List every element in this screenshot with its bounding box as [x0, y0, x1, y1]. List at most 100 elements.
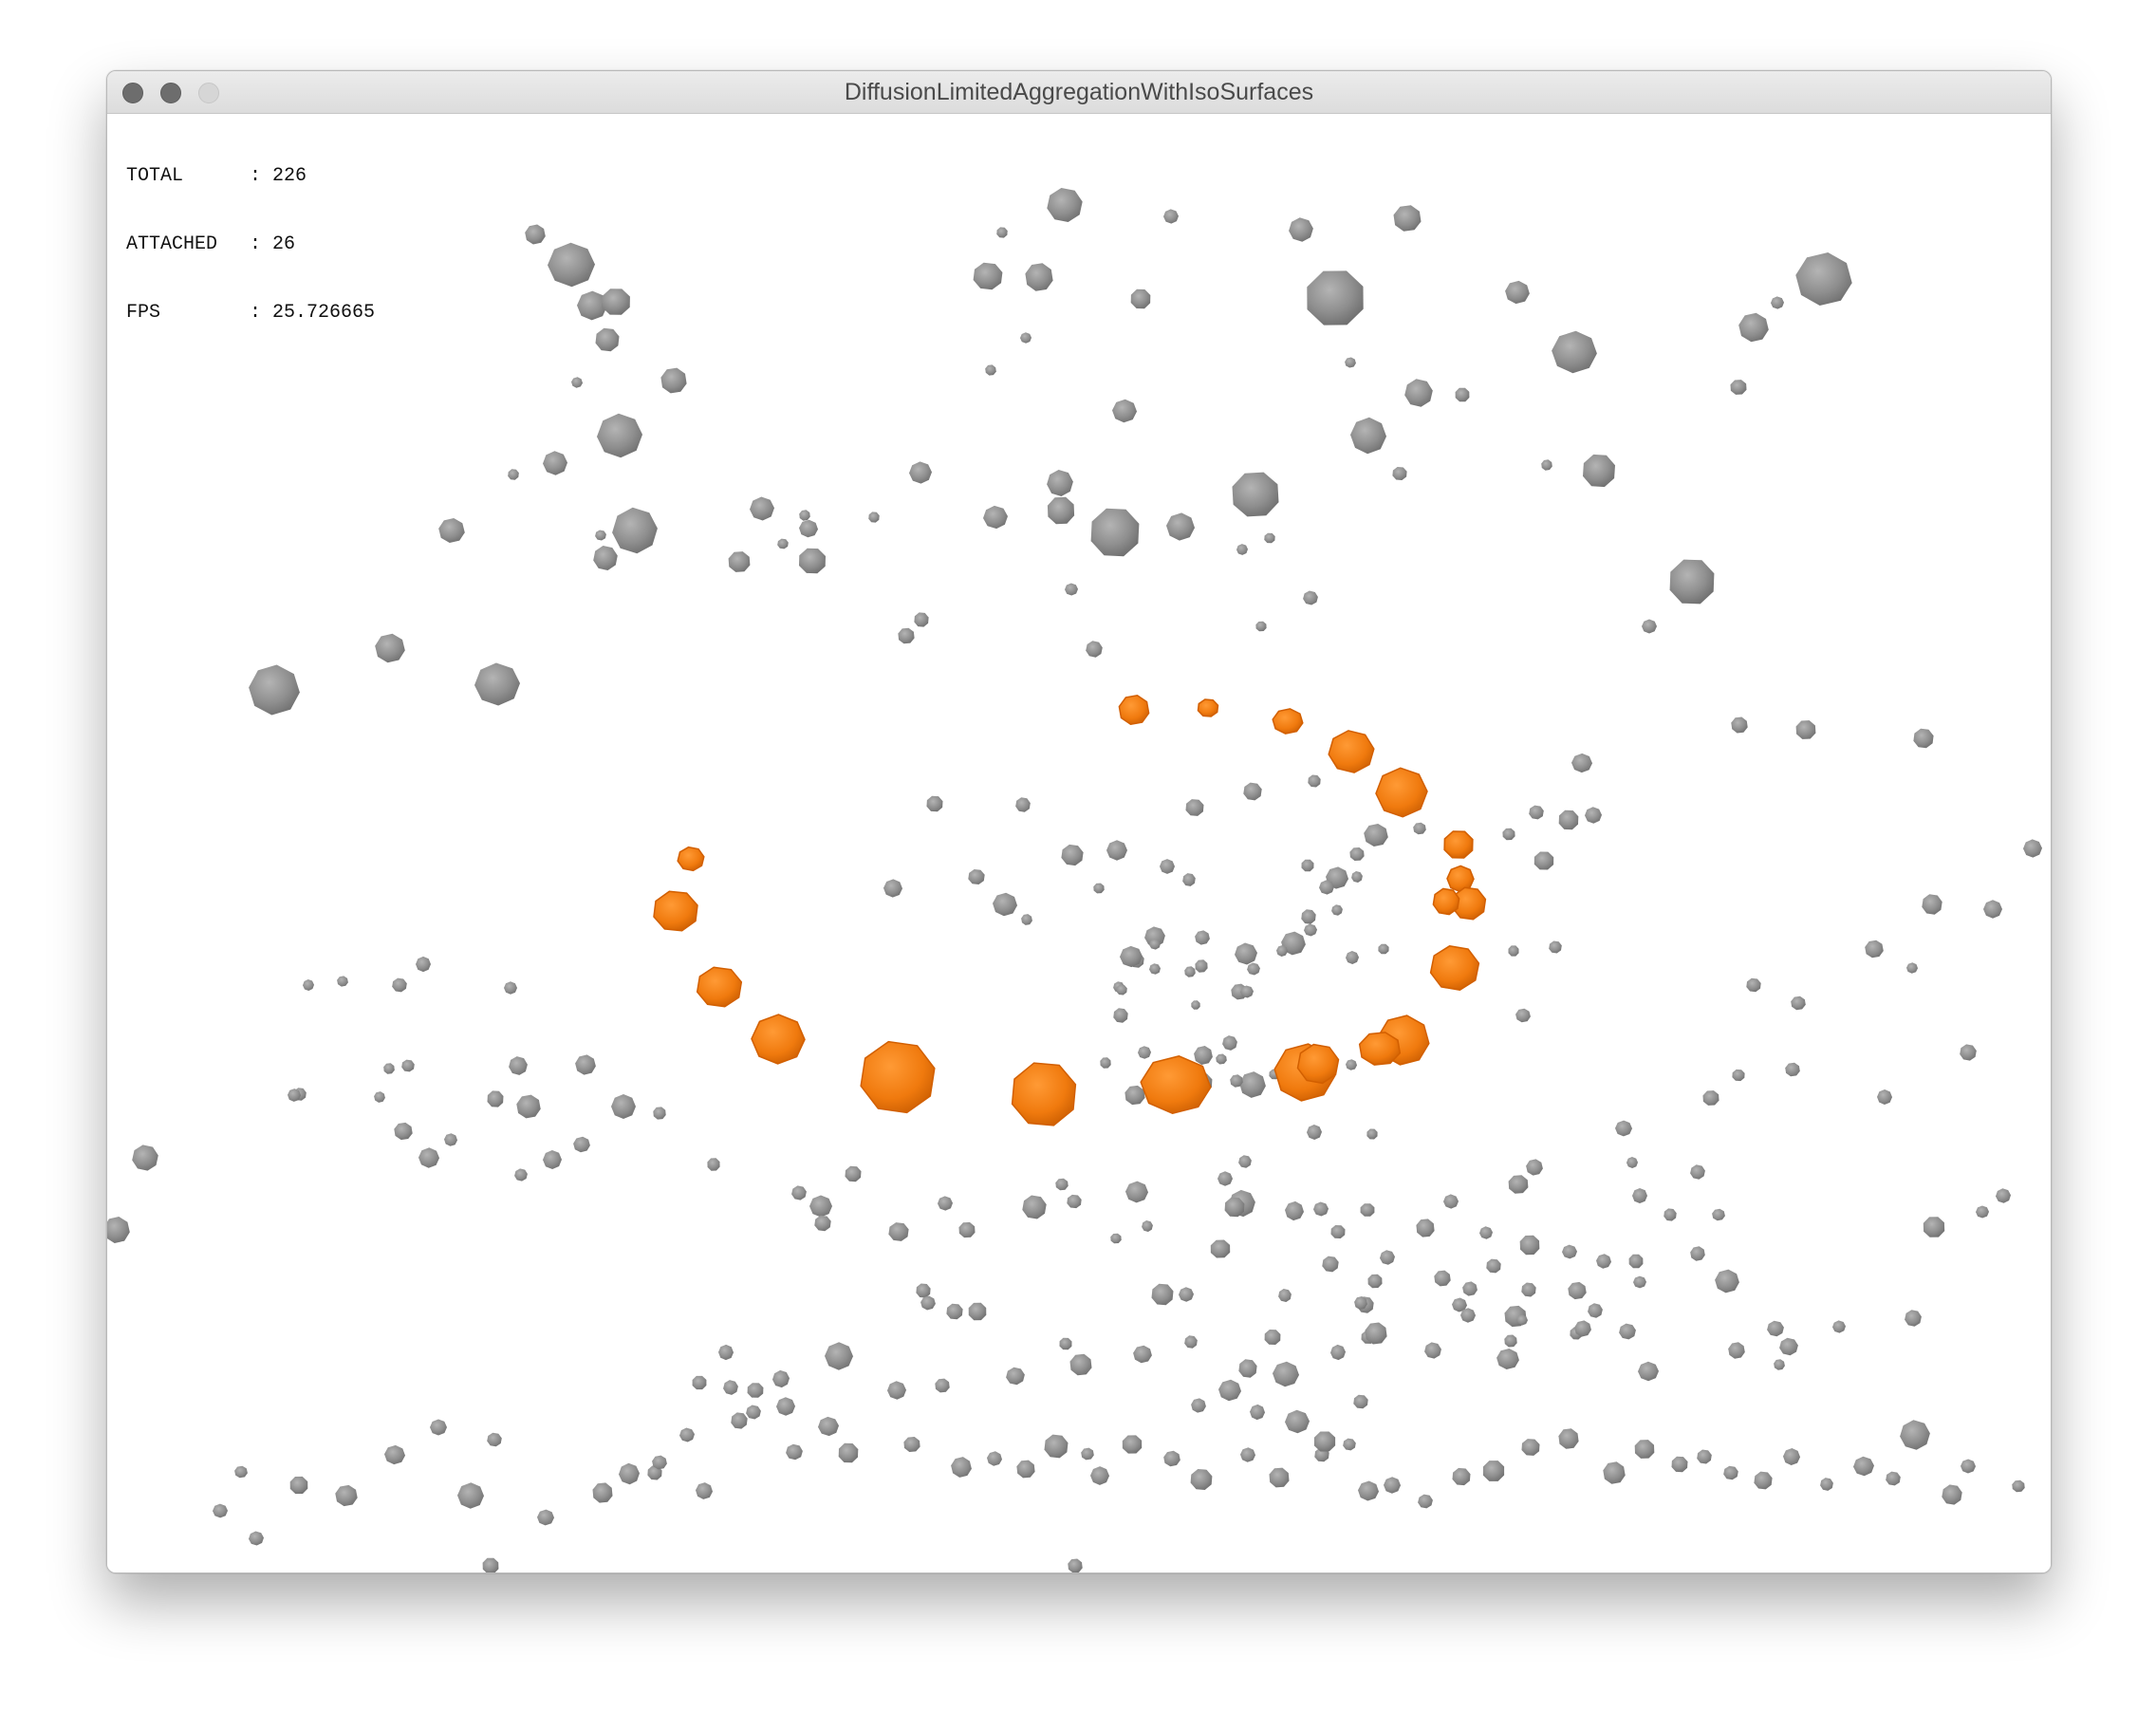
minimize-button[interactable]	[160, 83, 181, 103]
free-particle	[1486, 1258, 1501, 1274]
zoom-button[interactable]	[198, 83, 219, 103]
free-particle	[288, 1089, 301, 1102]
free-particle	[660, 367, 687, 394]
free-particle	[1767, 1320, 1784, 1337]
free-particle	[1278, 1289, 1292, 1302]
free-particle	[1384, 1477, 1401, 1494]
close-button[interactable]	[122, 83, 143, 103]
free-particle	[887, 1381, 906, 1400]
free-particle	[1562, 1244, 1577, 1259]
free-particle	[1785, 1062, 1800, 1077]
free-particle	[786, 1443, 803, 1461]
free-particle	[1508, 945, 1519, 957]
free-particle	[1832, 1320, 1846, 1333]
free-particle	[1217, 1171, 1233, 1186]
free-particle	[1044, 1434, 1069, 1459]
free-particle	[946, 1303, 963, 1320]
free-particle	[1276, 945, 1288, 957]
free-particle	[1663, 1208, 1677, 1221]
free-particle	[132, 1144, 158, 1171]
free-particle	[1865, 940, 1884, 958]
free-particle	[508, 469, 519, 480]
free-particle	[731, 1412, 748, 1429]
free-particle	[1505, 280, 1530, 305]
free-particle	[487, 1432, 502, 1447]
free-particle	[575, 1054, 596, 1075]
free-particle	[653, 1107, 666, 1120]
free-particle	[1886, 1471, 1901, 1486]
free-particle	[1633, 1275, 1646, 1289]
free-particle	[1416, 1219, 1435, 1237]
free-particle	[1236, 544, 1248, 555]
free-particle	[1516, 1314, 1528, 1326]
attached-particle	[860, 1040, 936, 1114]
free-particle	[1184, 966, 1196, 977]
free-particle	[394, 1122, 413, 1141]
free-particle	[799, 548, 826, 574]
free-particle	[1322, 1256, 1339, 1273]
free-particle	[1264, 532, 1275, 544]
free-particle	[920, 1295, 936, 1311]
free-particle	[1482, 1461, 1505, 1481]
free-particle	[1144, 926, 1165, 947]
free-particle	[968, 1302, 987, 1321]
attached-particle	[653, 890, 698, 932]
free-particle	[249, 1531, 264, 1546]
free-particle	[1353, 1394, 1368, 1409]
free-particle	[1346, 1059, 1357, 1070]
free-particle	[1754, 1471, 1773, 1490]
free-particle	[1247, 962, 1260, 976]
free-particle	[1301, 859, 1314, 872]
free-particle	[951, 1457, 972, 1478]
free-particle	[818, 1416, 839, 1437]
free-particle	[1723, 1465, 1738, 1480]
attached-particle	[1118, 695, 1150, 725]
free-particle	[337, 976, 348, 987]
free-particle	[1976, 1205, 1989, 1219]
total-label: TOTAL	[126, 165, 184, 187]
free-particle	[438, 518, 465, 543]
free-particle	[1529, 805, 1544, 820]
free-particle	[1783, 1448, 1800, 1465]
free-particle	[996, 227, 1008, 238]
free-particle	[1264, 1330, 1281, 1345]
free-particle	[1568, 1281, 1587, 1300]
free-particle	[1521, 1439, 1540, 1456]
free-particle	[750, 496, 774, 521]
free-particle	[375, 633, 405, 663]
free-particle	[898, 627, 915, 644]
render-viewport[interactable]: TOTAL: 226 ATTACHED: 26 FPS: 25.726665	[107, 114, 2051, 1572]
free-particle	[1185, 799, 1204, 816]
free-particle	[1090, 1466, 1109, 1485]
free-particle	[1022, 1195, 1047, 1219]
free-particle	[1106, 840, 1127, 861]
free-particle	[935, 1378, 950, 1393]
free-particle	[1541, 459, 1552, 471]
free-particle	[1239, 1071, 1266, 1098]
free-particle	[1418, 1494, 1433, 1509]
free-particle	[1728, 1342, 1745, 1359]
free-particle	[1020, 332, 1032, 344]
free-particle	[1615, 1120, 1632, 1137]
free-particle	[1552, 330, 1597, 374]
free-particle	[1230, 1074, 1243, 1088]
free-particle	[418, 1147, 439, 1168]
free-particle	[987, 1451, 1002, 1466]
free-particle	[1331, 904, 1343, 916]
free-particle	[1378, 943, 1389, 955]
free-particle	[612, 507, 658, 554]
free-particle	[383, 1063, 395, 1074]
free-particle	[1434, 1270, 1451, 1287]
attached-particle	[677, 846, 705, 872]
free-particle	[1235, 942, 1257, 965]
free-particle	[1479, 1226, 1493, 1239]
free-particle	[1366, 1128, 1378, 1140]
free-particle	[1163, 209, 1179, 224]
free-particle	[1619, 1323, 1636, 1340]
free-particle	[838, 1442, 859, 1463]
title-bar[interactable]: DiffusionLimitedAggregationWithIsoSurfac…	[107, 71, 2051, 114]
free-particle	[1006, 1367, 1025, 1386]
particle-scene	[107, 188, 2042, 1572]
free-particle	[1380, 1250, 1395, 1265]
attached-particle	[1296, 1043, 1340, 1085]
